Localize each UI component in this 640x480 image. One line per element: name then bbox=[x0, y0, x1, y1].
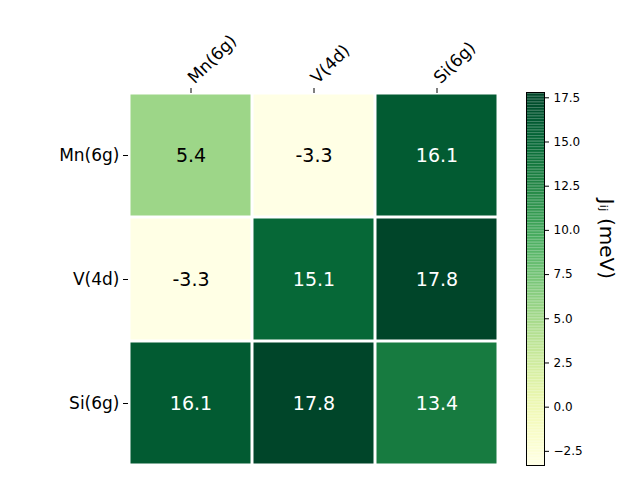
svg-text:5.4: 5.4 bbox=[176, 144, 206, 166]
svg-text:16.1: 16.1 bbox=[170, 392, 212, 414]
svg-text:-3.3: -3.3 bbox=[295, 144, 332, 166]
svg-text:16.1: 16.1 bbox=[416, 144, 458, 166]
svg-text:Jᵢⱼ (meV): Jᵢⱼ (meV) bbox=[595, 197, 619, 279]
svg-text:Si(6g): Si(6g) bbox=[69, 393, 119, 413]
svg-text:Si(6g): Si(6g) bbox=[430, 38, 480, 88]
svg-text:V(4d): V(4d) bbox=[307, 40, 354, 87]
svg-text:2.5: 2.5 bbox=[554, 356, 573, 370]
svg-text:0.0: 0.0 bbox=[554, 400, 573, 414]
svg-text:17.8: 17.8 bbox=[293, 392, 335, 414]
svg-text:Mn(6g): Mn(6g) bbox=[184, 31, 241, 88]
svg-text:13.4: 13.4 bbox=[416, 392, 458, 414]
svg-text:7.5: 7.5 bbox=[554, 267, 573, 281]
svg-text:12.5: 12.5 bbox=[554, 179, 581, 193]
svg-text:17.5: 17.5 bbox=[554, 91, 581, 105]
svg-text:5.0: 5.0 bbox=[554, 312, 573, 326]
svg-text:17.8: 17.8 bbox=[416, 268, 458, 290]
svg-text:15.0: 15.0 bbox=[554, 135, 581, 149]
svg-text:15.1: 15.1 bbox=[293, 268, 335, 290]
svg-text:−2.5: −2.5 bbox=[554, 444, 583, 458]
svg-text:V(4d): V(4d) bbox=[73, 269, 120, 289]
svg-text:10.0: 10.0 bbox=[554, 223, 581, 237]
svg-text:Mn(6g): Mn(6g) bbox=[59, 145, 119, 165]
svg-text:-3.3: -3.3 bbox=[172, 268, 209, 290]
